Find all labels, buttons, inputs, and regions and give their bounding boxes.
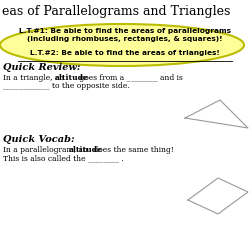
Text: L.T.#1: Be able to find the areas of parallelograms: L.T.#1: Be able to find the areas of par… <box>19 28 231 34</box>
Text: altitude: altitude <box>54 74 88 82</box>
Text: (including rhombuses, rectangles, & squares)!: (including rhombuses, rectangles, & squa… <box>27 36 223 42</box>
Text: In a parallelogram, an: In a parallelogram, an <box>3 146 90 154</box>
Text: eas of Parallelograms and Triangles: eas of Parallelograms and Triangles <box>2 5 230 18</box>
Text: L.T.#2: Be able to find the areas of triangles!: L.T.#2: Be able to find the areas of tri… <box>30 50 220 56</box>
Text: does the same thing!: does the same thing! <box>91 146 174 154</box>
Ellipse shape <box>0 24 244 66</box>
Text: Quick Review:: Quick Review: <box>3 63 80 72</box>
Text: ____________ to the opposite side.: ____________ to the opposite side. <box>3 82 130 90</box>
Text: altitude: altitude <box>68 146 102 154</box>
Text: In a triangle, an: In a triangle, an <box>3 74 67 82</box>
Text: This is also called the ________ .: This is also called the ________ . <box>3 154 124 162</box>
Text: goes from a ________ and is: goes from a ________ and is <box>77 74 183 82</box>
Text: Quick Vocab:: Quick Vocab: <box>3 135 74 144</box>
